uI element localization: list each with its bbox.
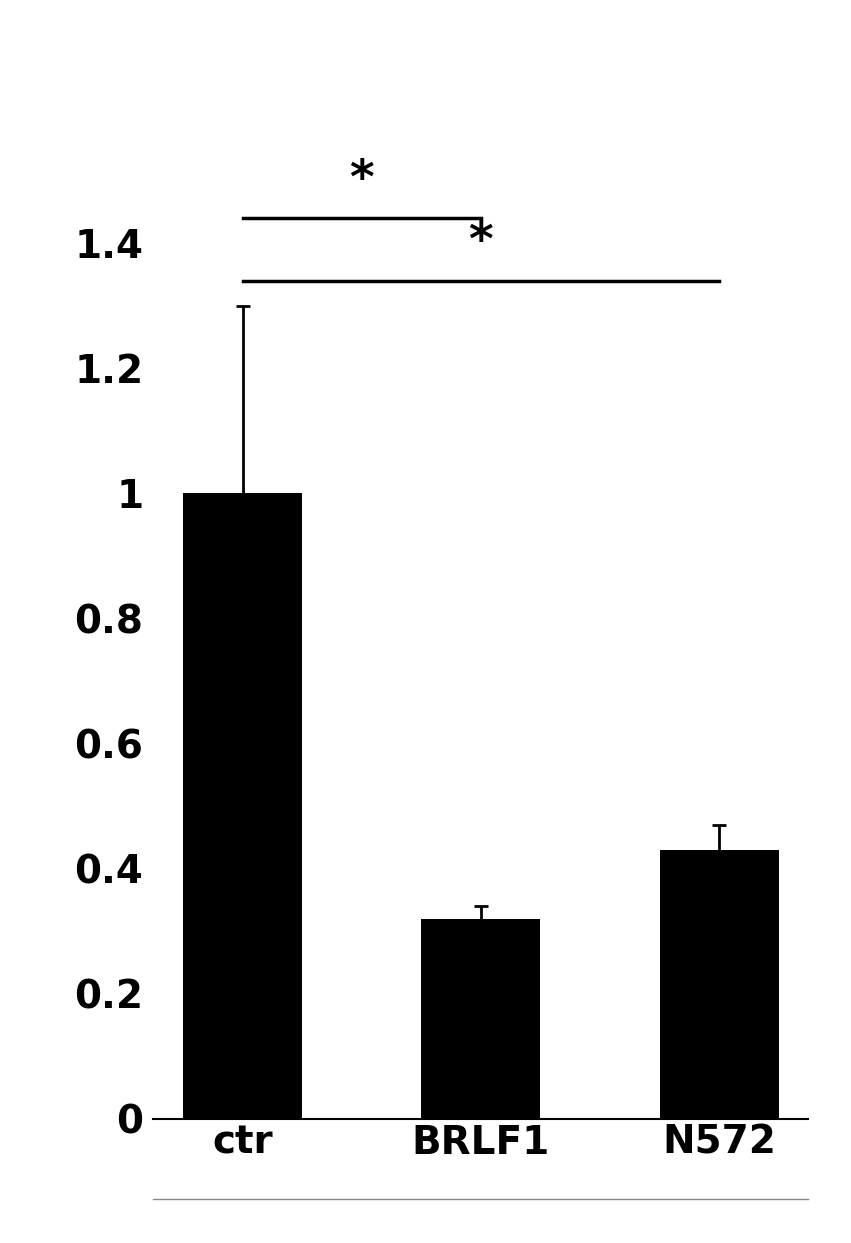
Bar	[660, 850, 779, 1119]
Bar	[421, 919, 540, 1119]
Text: *: *	[469, 220, 493, 266]
Text: *: *	[350, 158, 374, 203]
Bar	[183, 493, 302, 1119]
